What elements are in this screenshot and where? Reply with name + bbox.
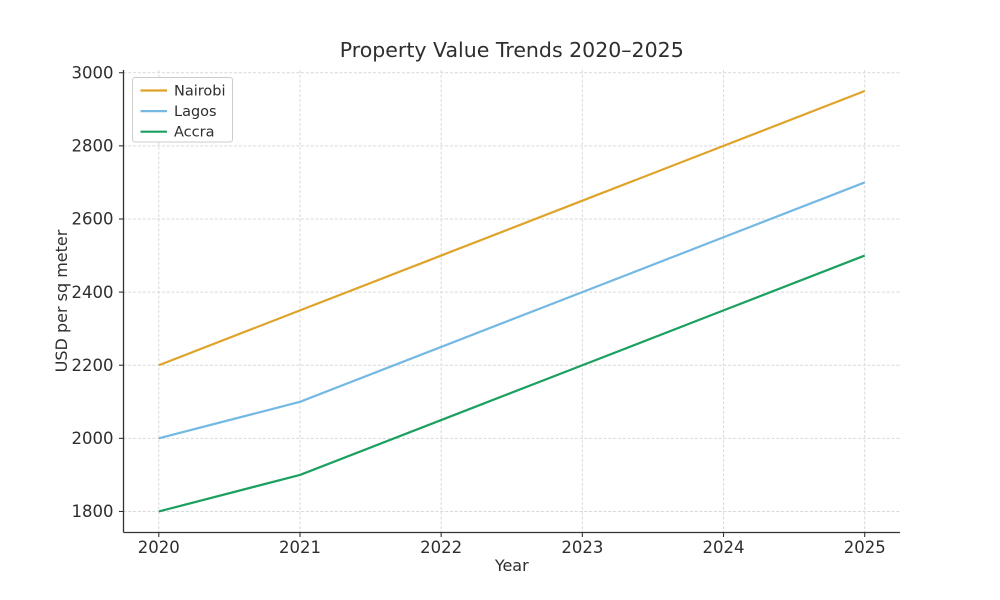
line-lagos (158, 181, 866, 440)
x-tick-label-2025: 2025 (844, 538, 886, 557)
axes-layer: 1800 2000 2200 2400 2600 2800 3000 2020 2021 2022… (72, 63, 900, 557)
y-tick-label-2400: 2400 (72, 283, 114, 302)
x-tick-label-2021: 2021 (279, 538, 321, 557)
x-tick-label-2020: 2020 (138, 538, 180, 557)
y-axis-label: USD per sq meter (52, 229, 71, 372)
y-tick-label-2200: 2200 (72, 356, 114, 375)
line-nairobi (158, 89, 866, 367)
legend-label-nairobi: Nairobi (174, 84, 226, 100)
legend-layer: Nairobi Lagos Accra (132, 77, 233, 143)
line-accra (158, 254, 866, 513)
legend-box (132, 77, 233, 143)
x-tick-label-2024: 2024 (703, 538, 745, 557)
y-tick-label-3000: 3000 (72, 63, 114, 82)
legend-label-accra: Accra (174, 125, 214, 141)
grid-layer (123, 70, 900, 533)
chart-title: Property Value Trends 2020–2025 (340, 38, 684, 62)
x-axis-label: Year (494, 556, 529, 575)
x-tick-label-2022: 2022 (420, 538, 462, 557)
y-tick-label-2600: 2600 (72, 210, 114, 229)
legend-label-lagos: Lagos (174, 104, 217, 120)
y-tick-label-2000: 2000 (72, 429, 114, 448)
series-layer (158, 89, 866, 513)
y-tick-label-1800: 1800 (72, 502, 114, 521)
y-tick-label-2800: 2800 (72, 137, 114, 156)
x-tick-label-2023: 2023 (561, 538, 603, 557)
